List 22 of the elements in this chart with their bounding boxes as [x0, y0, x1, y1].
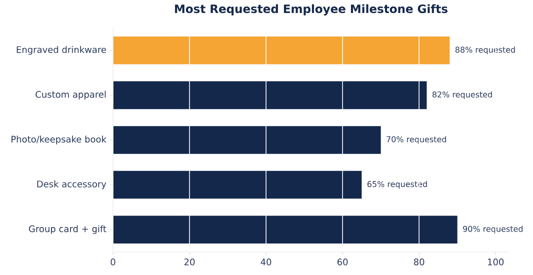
- bar: [113, 170, 362, 199]
- y-tick-label: Engraved drinkware: [16, 46, 106, 55]
- data-label: 90% requested: [463, 226, 523, 234]
- bar: [113, 126, 381, 154]
- bar: [113, 36, 450, 64]
- y-tick-label: Custom apparel: [36, 90, 106, 100]
- x-tick-label: 0: [110, 258, 116, 266]
- bar: [113, 81, 427, 110]
- x-tick-label: 80: [414, 258, 424, 266]
- data-label: 70% requested: [386, 136, 446, 144]
- data-label: 88% requested: [455, 46, 515, 54]
- y-tick-label: Desk accessory: [37, 180, 106, 190]
- x-tick-label: 60: [337, 258, 348, 266]
- x-tick-label: 40: [260, 258, 272, 266]
- data-label: 65% requested: [367, 180, 427, 189]
- y-tick-label: Group card + gift: [28, 225, 106, 234]
- y-tick-label: Photo/keepsake book: [12, 136, 106, 144]
- data-label: 82% requested: [432, 91, 492, 100]
- x-tick-label: 100: [488, 258, 504, 266]
- x-tick-label: 20: [184, 258, 195, 266]
- chart-title: Most Requested Employee Milestone Gifts: [175, 4, 448, 16]
- bar: [113, 216, 458, 244]
